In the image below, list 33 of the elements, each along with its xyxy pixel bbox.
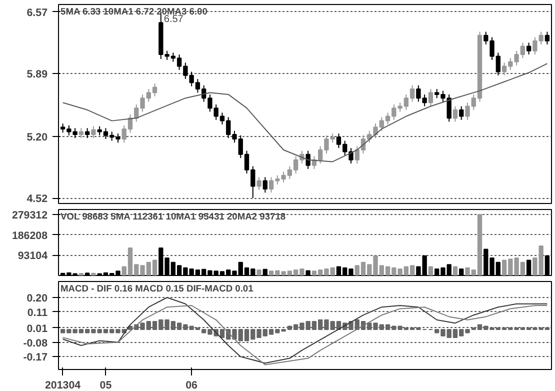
y-tick-label: 279312 [12, 209, 48, 222]
annotation: MACD - DIF 0.16 MACD 0.15 DIF-MACD 0.01 [60, 284, 254, 294]
candlestick [84, 128, 90, 139]
y-tick-label: 93104 [18, 250, 48, 262]
y-tick-label: 4.52 [26, 193, 48, 206]
candlestick [452, 106, 458, 122]
candlestick [262, 176, 268, 194]
bar [256, 270, 262, 276]
x-tick-label: 05 [100, 380, 112, 391]
bar [452, 266, 458, 276]
bar [428, 266, 434, 276]
y-tick-label: 186208 [12, 230, 48, 242]
y-tick-label: 0.01 [26, 322, 48, 335]
y-tick-label: 5.89 [26, 68, 48, 81]
y-tick-label: 0.20 [26, 292, 48, 304]
candlestick [428, 88, 434, 107]
y-tick-label: 5.20 [26, 131, 48, 144]
bar [91, 272, 96, 276]
y-tick-label: 6.57 [26, 6, 48, 19]
candlestick [91, 126, 96, 139]
candlestick [459, 106, 464, 120]
x-tick-label: 06 [186, 380, 198, 391]
annotation: 6.57 [164, 14, 184, 25]
candlestick [78, 128, 84, 139]
annotation: 5MA 6.33 10MA1 6.72 20MA3 6.00 [60, 6, 208, 16]
candlestick [306, 150, 310, 170]
annotation: VOL 98683 5MA 112361 10MA1 95431 20MA2 93718 [60, 212, 286, 222]
y-tick-label: 0.11 [27, 306, 48, 319]
y-tick-label: -0.17 [23, 352, 48, 364]
x-tick-label: 201304 [45, 380, 81, 391]
candlestick [526, 42, 532, 55]
candlestick [256, 176, 262, 190]
y-tick-label: -0.08 [23, 337, 48, 350]
